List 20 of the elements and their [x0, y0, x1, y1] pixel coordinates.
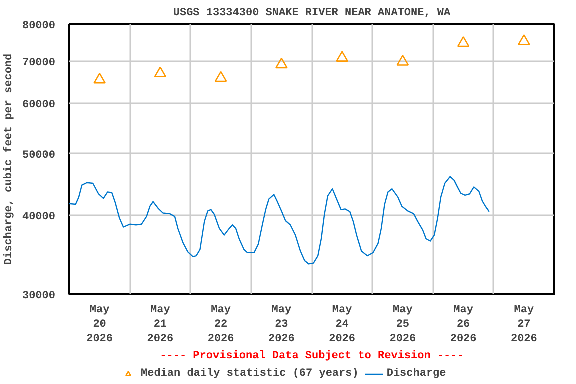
y-tick-label: 60000: [22, 100, 56, 112]
x-tick-label: May 20 2026: [86, 304, 114, 346]
legend-label: Discharge: [386, 368, 446, 380]
y-axis-title: Discharge, cubic feet per second: [2, 54, 16, 266]
x-tick-label: May 21 2026: [147, 304, 174, 346]
line-series: [70, 176, 490, 265]
x-tick-label: May 27 2026: [510, 304, 538, 346]
legend-label: Median daily statistic (67 years): [141, 368, 359, 380]
x-tick-label: May 25 2026: [390, 304, 416, 346]
y-tick-label: 40000: [22, 211, 56, 224]
text: ---- Provisional Data Subject to Revision ----: [160, 350, 464, 362]
x-tick-label: May 22 2026: [208, 304, 234, 346]
x-tick-label: May 26 2026: [450, 304, 477, 346]
y-tick-label: 30000: [22, 290, 56, 302]
x-tick-label: May 23 2026: [268, 304, 295, 346]
y-tick-label: 50000: [22, 150, 56, 162]
chart-title: USGS 13334300 SNAKE RIVER NEAR ANATONE, WA: [173, 8, 452, 20]
y-tick-label: 70000: [22, 57, 56, 70]
x-tick-label: May 24 2026: [329, 304, 356, 346]
y-tick-label: 80000: [22, 20, 56, 32]
